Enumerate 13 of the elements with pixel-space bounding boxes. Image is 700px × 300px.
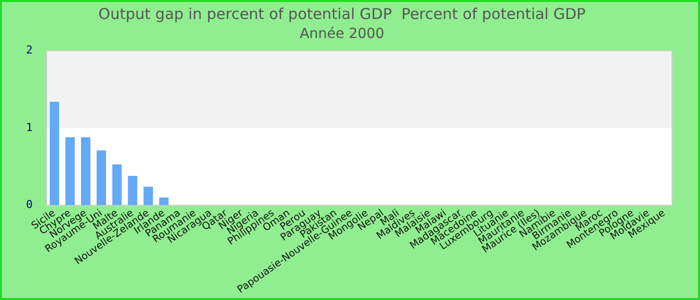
bar bbox=[112, 164, 122, 206]
chart-subtitle: Année 2000 bbox=[300, 26, 384, 42]
bar bbox=[50, 102, 60, 206]
chart-title: Output gap in percent of potential GDP Percent of potential GDP bbox=[98, 4, 586, 23]
y-tick-label: 2 bbox=[26, 44, 33, 57]
y-tick-label: 1 bbox=[26, 120, 33, 134]
bar bbox=[128, 176, 138, 206]
bar bbox=[65, 137, 75, 206]
bar bbox=[81, 137, 90, 206]
bar bbox=[144, 186, 153, 206]
bar bbox=[159, 198, 169, 206]
bar bbox=[96, 150, 106, 206]
y-tick-label: 0 bbox=[26, 198, 33, 212]
